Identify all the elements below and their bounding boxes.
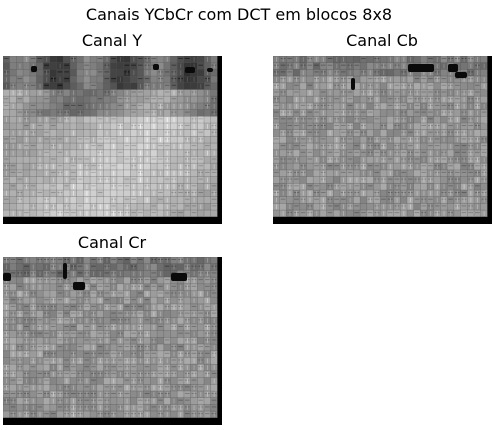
channel-y-image [3,56,222,224]
channel-cb-image [273,56,492,224]
channel-cr-image [3,257,222,425]
figure-title: Canais YCbCr com DCT em blocos 8x8 [85,5,393,24]
panel-title-cb: Canal Cb [346,31,418,50]
panel-title-y: Canal Y [81,31,143,50]
panel-title-cr: Canal Cr [77,233,147,252]
